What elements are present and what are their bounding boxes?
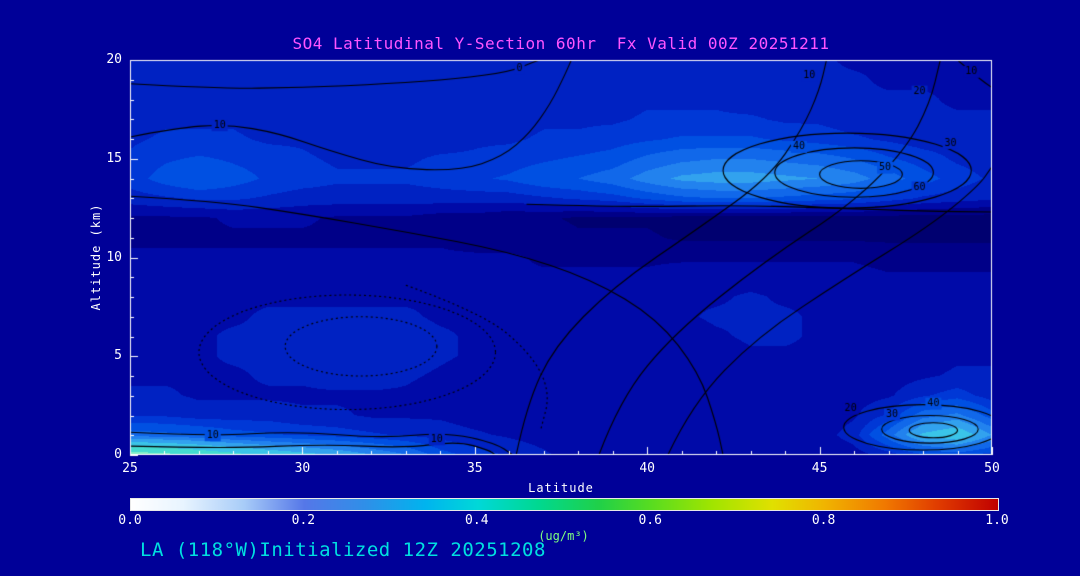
- colorbar-tick-label: 0.2: [291, 513, 316, 528]
- colorbar: [130, 498, 999, 511]
- colorbar-tick-label: 0.6: [638, 513, 662, 528]
- colorbar-units-label: (ug/m³): [538, 529, 589, 543]
- colorbar-tick-label: 0.8: [811, 513, 836, 528]
- x-tick-label: 25: [122, 461, 138, 476]
- y-tick-label: 5: [114, 348, 122, 364]
- x-tick-label: 50: [984, 461, 1000, 476]
- y-tick-label: 20: [106, 52, 122, 67]
- colorbar-tick-label: 0.0: [118, 513, 142, 528]
- init-info-text: LA (118°W)Initialized 12Z 20251208: [140, 539, 546, 561]
- y-tick-label: 0: [114, 447, 122, 462]
- x-tick-label: 30: [294, 461, 311, 476]
- y-tick-label: 15: [106, 150, 122, 166]
- colorbar-tick-label: 0.4: [465, 513, 489, 528]
- y-tick-label: 10: [106, 249, 122, 265]
- x-tick-label: 45: [811, 461, 828, 476]
- colorbar-tick-label: 1.0: [985, 513, 1009, 528]
- x-axis-title: Latitude: [528, 481, 594, 495]
- x-tick-label: 35: [466, 461, 483, 476]
- x-tick-label: 40: [639, 461, 656, 476]
- plot-title: SO4 Latitudinal Y-Section 60hr Fx Valid …: [292, 34, 830, 53]
